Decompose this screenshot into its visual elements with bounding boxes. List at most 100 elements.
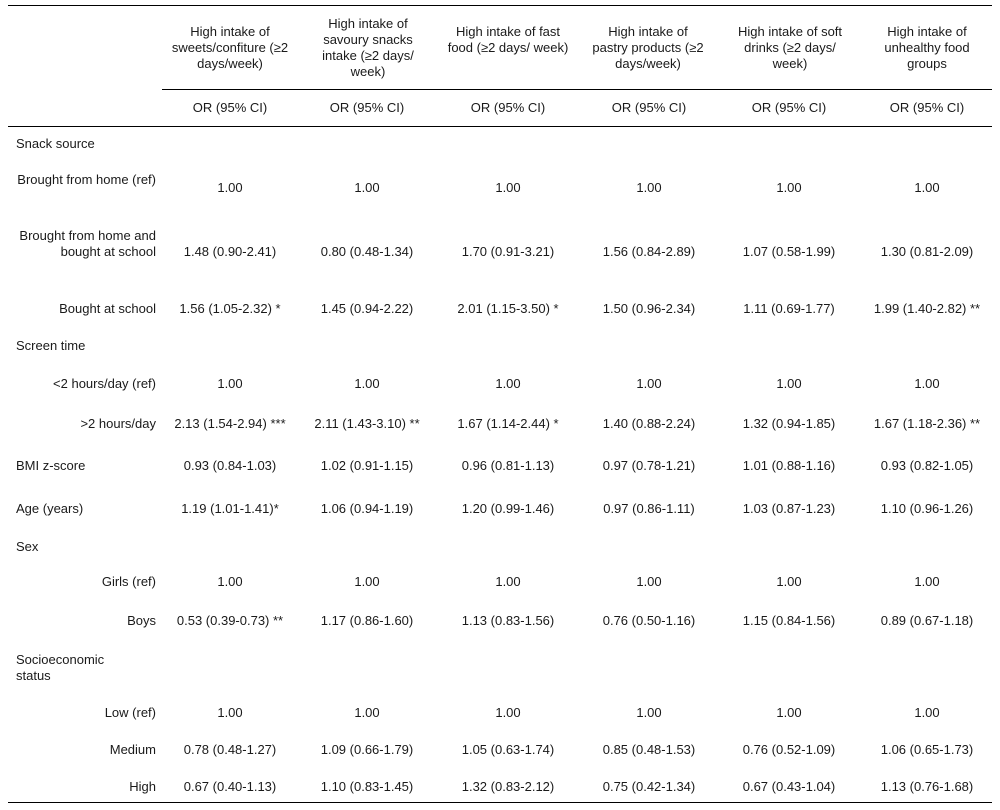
row-label: Medium — [109, 742, 156, 757]
table-cell: 1.00 — [776, 180, 802, 195]
table-cell: 0.67 (0.40-1.13) — [183, 779, 277, 794]
table-cell: 1.00 — [776, 376, 802, 391]
table-cell: 1.13 (0.83-1.56) — [461, 613, 555, 628]
column-header: High intake of savoury snacks intake (≥2… — [322, 16, 414, 79]
table-cell: 1.00 — [354, 574, 380, 589]
table-cell: 1.00 — [217, 574, 243, 589]
table-cell: 1.45 (0.94-2.22) — [320, 301, 414, 316]
table-cell: 1.00 — [914, 376, 940, 391]
table-cell: 1.32 (0.94-1.85) — [742, 416, 836, 431]
column-subheader: OR (95% CI) — [329, 100, 405, 115]
table-cell: 1.19 (1.01-1.41)* — [181, 501, 279, 516]
row-label-section: Sex — [16, 539, 39, 554]
table-cell: 1.00 — [776, 705, 802, 720]
table-cell: 0.97 (0.86-1.11) — [603, 501, 695, 516]
table-cell: 1.00 — [914, 180, 940, 195]
bottom-rule — [8, 802, 992, 803]
table-cell: 1.11 (0.69-1.77) — [743, 301, 835, 316]
table-cell: 1.07 (0.58-1.99) — [742, 244, 836, 259]
table-cell: 0.53 (0.39-0.73) ** — [176, 613, 284, 628]
column-subheader: OR (95% CI) — [470, 100, 546, 115]
row-label: Girls (ref) — [101, 574, 156, 589]
column-header: High intake of sweets/confiture (≥2 days… — [171, 24, 289, 71]
row-label: >2 hours/day — [80, 416, 156, 431]
table-cell: 1.00 — [636, 180, 662, 195]
table-cell: 2.01 (1.15-3.50) * — [457, 301, 559, 316]
table-cell: 1.32 (0.83-2.12) — [461, 779, 555, 794]
table-cell: 1.06 (0.94-1.19) — [320, 501, 414, 516]
table-cell: 1.10 (0.96-1.26) — [880, 501, 974, 516]
table-cell: 2.13 (1.54-2.94) *** — [174, 416, 286, 431]
row-label: Low (ref) — [104, 705, 156, 720]
column-header: High intake of pastry products (≥2 days/… — [592, 24, 704, 71]
row-label: Bought at school — [59, 301, 156, 316]
table-cell: 0.93 (0.84-1.03) — [183, 458, 277, 473]
table-cell: 1.09 (0.66-1.79) — [320, 742, 414, 757]
table-cell: 1.03 (0.87-1.23) — [742, 501, 836, 516]
table-cell: 1.17 (0.86-1.60) — [320, 613, 414, 628]
table-cell: 0.96 (0.81-1.13) — [461, 458, 555, 473]
column-subheader: OR (95% CI) — [889, 100, 965, 115]
table-cell: 1.00 — [495, 180, 521, 195]
table-cell: 0.75 (0.42-1.34) — [602, 779, 696, 794]
table-cell: 1.00 — [354, 180, 380, 195]
table-cell: 0.93 (0.82-1.05) — [880, 458, 974, 473]
table-cell: 1.56 (1.05-2.32) * — [179, 301, 281, 316]
table-cell: 1.00 — [354, 705, 380, 720]
table-cell: 1.67 (1.14-2.44) * — [457, 416, 559, 431]
table-cell: 1.67 (1.18-2.36) ** — [873, 416, 981, 431]
table-cell: 1.13 (0.76-1.68) — [880, 779, 974, 794]
column-header: High intake of fast food (≥2 days/ week) — [447, 24, 569, 55]
table-cell: 2.11 (1.43-3.10) ** — [314, 416, 420, 431]
row-label-section: Snack source — [16, 136, 95, 151]
table-cell: 0.85 (0.48-1.53) — [602, 742, 696, 757]
header-sub-rule — [162, 89, 992, 90]
table-cell: 1.00 — [217, 705, 243, 720]
table-cell: 1.01 (0.88-1.16) — [742, 458, 836, 473]
table-cell: 1.48 (0.90-2.41) — [183, 244, 277, 259]
row-label: High — [129, 779, 156, 794]
table-cell: 1.00 — [354, 376, 380, 391]
table-cell: 0.78 (0.48-1.27) — [183, 742, 277, 757]
table-cell: 1.50 (0.96-2.34) — [602, 301, 696, 316]
header-bottom-rule — [8, 126, 992, 127]
table-cell: 1.00 — [495, 376, 521, 391]
table-cell: 1.00 — [495, 574, 521, 589]
table-cell: 1.05 (0.63-1.74) — [461, 742, 555, 757]
row-label: Brought from home and bought at school — [19, 228, 156, 259]
column-subheader: OR (95% CI) — [751, 100, 827, 115]
column-header: High intake of unhealthy food groups — [884, 24, 970, 71]
table-cell: 0.80 (0.48-1.34) — [320, 244, 414, 259]
table-cell: 1.20 (0.99-1.46) — [461, 501, 555, 516]
table-cell: 1.00 — [217, 180, 243, 195]
column-subheader: OR (95% CI) — [611, 100, 687, 115]
row-label-section: BMI z-score — [16, 458, 86, 473]
table-cell: 1.02 (0.91-1.15) — [320, 458, 414, 473]
table-cell: 0.89 (0.67-1.18) — [880, 613, 974, 628]
column-subheader: OR (95% CI) — [192, 100, 268, 115]
table-cell: 0.76 (0.52-1.09) — [742, 742, 836, 757]
table-cell: 1.00 — [636, 574, 662, 589]
top-rule — [8, 5, 992, 6]
table-cell: 0.67 (0.43-1.04) — [742, 779, 836, 794]
row-label-section: Screen time — [16, 338, 86, 353]
table-cell: 1.56 (0.84-2.89) — [602, 244, 696, 259]
table-cell: 0.97 (0.78-1.21) — [602, 458, 696, 473]
column-header: High intake of soft drinks (≥2 days/ wee… — [737, 24, 843, 71]
row-label: <2 hours/day (ref) — [53, 376, 156, 391]
row-label-section: Socioeconomic status — [16, 652, 105, 683]
table-cell: 1.15 (0.84-1.56) — [742, 613, 836, 628]
table-cell: 1.30 (0.81-2.09) — [880, 244, 974, 259]
table-cell: 1.00 — [217, 376, 243, 391]
row-label-section: Age (years) — [16, 501, 84, 516]
table-cell: 1.06 (0.65-1.73) — [880, 742, 974, 757]
table-cell: 1.99 (1.40-2.82) ** — [873, 301, 981, 316]
row-label: Boys — [127, 613, 156, 628]
table-cell: 1.40 (0.88-2.24) — [602, 416, 696, 431]
table-cell: 1.10 (0.83-1.45) — [320, 779, 414, 794]
table-cell: 1.00 — [914, 705, 940, 720]
table-cell: 1.00 — [776, 574, 802, 589]
table-cell: 1.70 (0.91-3.21) — [461, 244, 555, 259]
table-cell: 0.76 (0.50-1.16) — [602, 613, 696, 628]
table-cell: 1.00 — [636, 376, 662, 391]
